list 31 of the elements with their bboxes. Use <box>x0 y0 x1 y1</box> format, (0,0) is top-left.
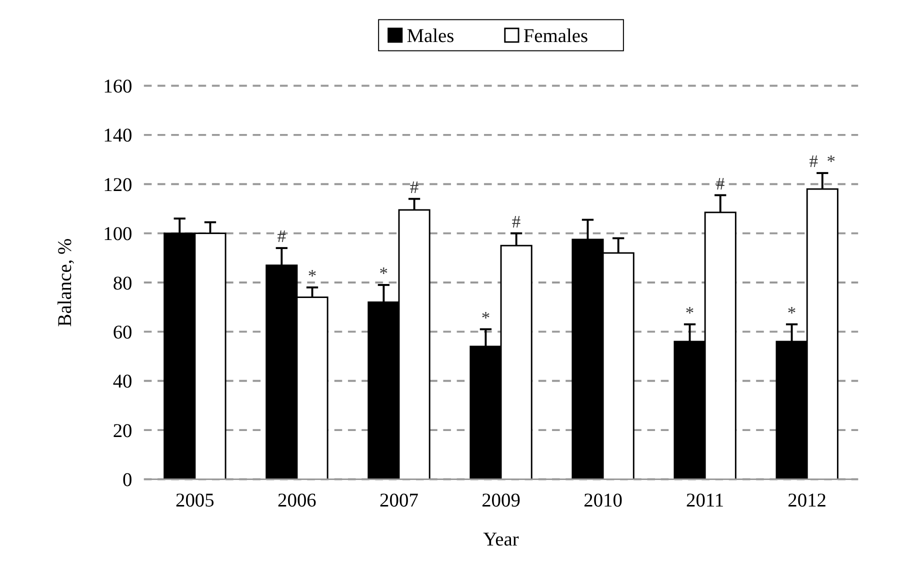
y-tick-label: 140 <box>103 126 132 147</box>
y-tick-label: 100 <box>103 224 132 246</box>
annotation: # <box>277 226 286 246</box>
annotation: * <box>379 263 388 284</box>
annotation: # <box>410 177 419 198</box>
x-tick-label: 2012 <box>788 490 827 512</box>
y-tick-label: 60 <box>112 322 132 344</box>
y-axis-title: Balance, % <box>55 238 76 327</box>
y-tick-label: 160 <box>103 76 132 98</box>
y-tick-label: 120 <box>103 174 132 196</box>
legend-label: Females <box>523 26 588 48</box>
legend-label: Males <box>406 26 454 48</box>
annotation: # <box>809 151 818 172</box>
x-tick-label: 2006 <box>278 490 317 512</box>
x-tick-label: 2009 <box>482 490 520 512</box>
x-axis-title: Year <box>483 529 520 550</box>
y-tick-label: 80 <box>112 273 132 294</box>
annotation: # <box>512 211 521 232</box>
annotation: # <box>716 173 725 194</box>
annotation: * <box>826 151 836 172</box>
y-tick-label: 0 <box>122 470 132 492</box>
x-tick-label: 2010 <box>584 490 622 512</box>
annotation: * <box>685 302 694 322</box>
x-tick-label: 2011 <box>686 490 724 512</box>
annotation: * <box>787 302 796 322</box>
y-tick-label: 40 <box>112 372 132 393</box>
annotation: * <box>481 307 490 328</box>
x-tick-label: 2007 <box>380 490 419 512</box>
y-tick-label: 20 <box>112 420 132 442</box>
x-tick-label: 2005 <box>176 490 214 512</box>
annotation: * <box>308 266 317 286</box>
